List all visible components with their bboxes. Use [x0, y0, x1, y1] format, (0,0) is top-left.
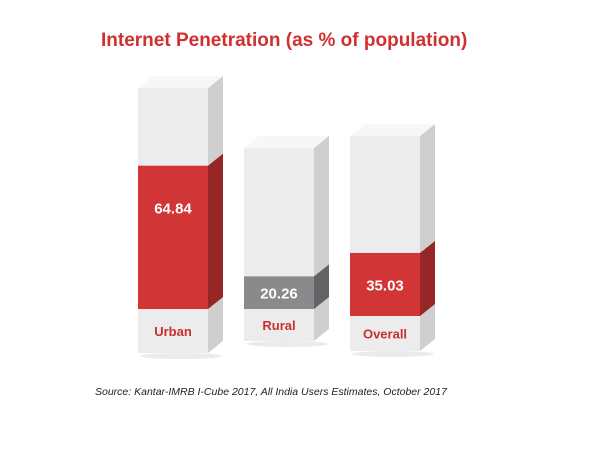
bar-urban-shadow: [140, 353, 222, 359]
bar-rural-shadow: [246, 341, 328, 347]
bar-rural: [244, 276, 314, 309]
bar-overall-shadow: [352, 351, 434, 357]
category-label-urban: Urban: [154, 324, 192, 339]
bar-rural: 20.26 Rural: [244, 136, 329, 347]
category-label-rural: Rural: [262, 318, 295, 333]
bar-overall-empty-side: [420, 124, 435, 351]
bar-urban: [138, 165, 208, 309]
value-label-rural: 20.26: [260, 286, 298, 303]
bar-urban-side: [208, 153, 223, 309]
bar-urban-top: [138, 76, 223, 88]
category-label-overall: Overall: [363, 327, 407, 342]
value-label-urban: 64.84: [154, 201, 192, 218]
bar-overall-top: [350, 124, 435, 136]
bar-rural-top: [244, 136, 329, 148]
chart-title: Internet Penetration (as % of population…: [101, 30, 468, 51]
value-label-overall: 35.03: [366, 277, 404, 294]
bar-overall: [350, 252, 420, 316]
bar-overall: 35.03 Overall: [350, 124, 435, 357]
bar-rural-empty-front: [244, 148, 314, 341]
bar-overall-empty-front: [350, 136, 420, 351]
bar-rural-side: [314, 264, 329, 309]
bar-rural-empty-side: [314, 136, 329, 341]
bar-urban: 64.84 Urban: [138, 76, 223, 359]
bar-overall-side: [420, 240, 435, 316]
source-note: Source: Kantar-IMRB I-Cube 2017, All Ind…: [95, 386, 447, 398]
